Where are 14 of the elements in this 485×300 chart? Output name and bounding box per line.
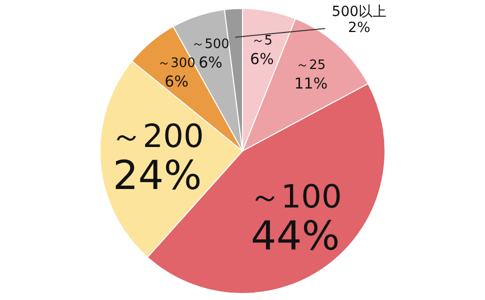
slice-label: ～500: [192, 36, 230, 52]
slice-label: ～5: [251, 34, 273, 49]
slice-label: ～100: [248, 178, 342, 216]
slice-label: 500以上: [332, 4, 387, 20]
slice-label: ～25: [296, 58, 326, 73]
data-label: 6%: [250, 50, 274, 68]
data-label: 2%: [348, 20, 370, 36]
data-label: 11%: [294, 74, 328, 92]
data-label: 44%: [250, 214, 340, 260]
data-label: 6%: [164, 72, 188, 90]
data-label: 6%: [198, 53, 222, 72]
slice-label: ～300: [158, 56, 196, 71]
slice-label: ～200: [110, 117, 204, 156]
data-label: 24%: [112, 153, 202, 200]
